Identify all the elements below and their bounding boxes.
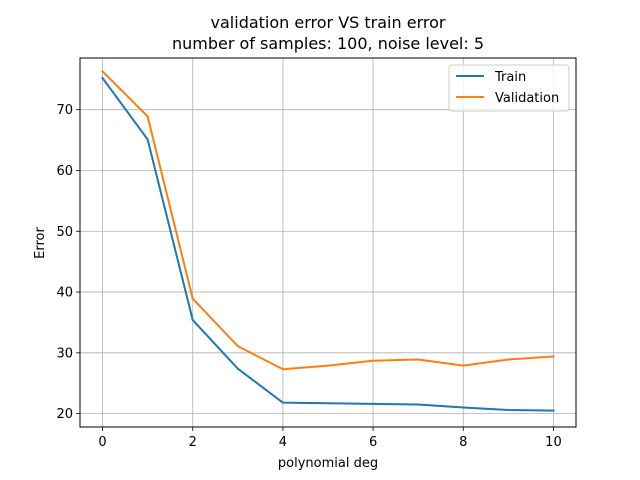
legend: Train Validation [448, 64, 570, 112]
validation-data-point [372, 359, 374, 362]
validation-data-point [101, 70, 104, 73]
y-tick-label: 70 [56, 103, 73, 118]
train-data-point [417, 403, 420, 406]
train-data-point [507, 409, 510, 411]
y-axis-label: Error [33, 227, 48, 259]
legend-train-label: Train [494, 70, 526, 85]
train-series-line [101, 76, 555, 412]
validation-data-point [552, 355, 555, 358]
y-tick-label: 60 [56, 164, 73, 179]
axis-ticks: 0 2 4 6 8 10 20 30 40 50 60 70 [56, 103, 561, 450]
chart-title-line1: validation error VS train error [211, 13, 446, 32]
train-data-point [146, 138, 149, 141]
series-lines [101, 69, 555, 412]
train-data-point [552, 409, 555, 412]
validation-data-point [417, 358, 420, 361]
y-tick-label: 50 [56, 225, 73, 240]
train-data-point [236, 367, 239, 370]
validation-data-point [507, 358, 510, 361]
train-data-point [462, 406, 465, 409]
validation-data-point [327, 364, 329, 367]
x-tick-label: 4 [279, 435, 287, 450]
train-data-point [282, 401, 284, 404]
validation-data-point [146, 115, 149, 118]
y-tick-label: 40 [56, 286, 73, 301]
train-data-point [327, 402, 329, 405]
y-tick-label: 20 [56, 407, 73, 422]
legend-validation-label: Validation [495, 91, 559, 106]
chart-title-line2: number of samples: 100, noise level: 5 [172, 34, 484, 53]
x-tick-label: 6 [369, 435, 377, 450]
validation-data-point [282, 368, 284, 371]
x-tick-label: 2 [189, 435, 197, 450]
grid-lines [80, 58, 576, 427]
y-tick-label: 30 [56, 346, 73, 361]
train-data-point [191, 319, 194, 321]
plot-area-frame [79, 57, 577, 428]
validation-data-point [191, 297, 194, 300]
x-tick-label: 10 [545, 435, 562, 450]
x-tick-label: 0 [98, 435, 106, 450]
train-data-point [372, 402, 374, 405]
train-data-point [101, 77, 104, 79]
x-axis-label: polynomial deg [278, 456, 378, 471]
validation-data-point [462, 364, 465, 367]
validation-data-point [236, 345, 239, 348]
validation-series-line [101, 69, 555, 371]
x-tick-label: 8 [459, 435, 467, 450]
